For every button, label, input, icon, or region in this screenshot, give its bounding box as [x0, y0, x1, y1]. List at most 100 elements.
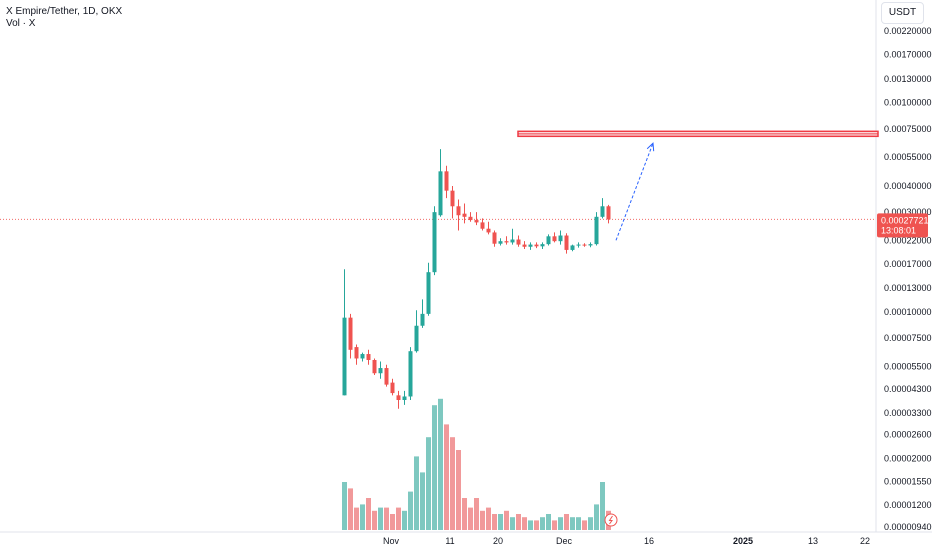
candle-body [372, 360, 377, 374]
y-tick-label: 0.00005500 [884, 361, 932, 371]
x-tick-label: Dec [556, 536, 573, 546]
volume-bar [570, 517, 575, 530]
x-tick-label: 11 [445, 536, 454, 546]
volume-bar [366, 498, 371, 530]
y-tick-label: 0.00004300 [884, 384, 932, 394]
candle-body [594, 216, 599, 245]
volume-bar [504, 510, 509, 530]
volume-bar [444, 424, 449, 530]
candle-body [552, 236, 557, 242]
volume-bar [342, 482, 347, 530]
candle-body [462, 213, 467, 217]
volume-bar [522, 517, 527, 530]
volume-bar [582, 520, 587, 530]
volume-bar [348, 488, 353, 530]
bar-countdown: 13:08:01 [881, 225, 916, 235]
candle-body [414, 325, 419, 352]
y-tick-label: 0.00013000 [884, 283, 932, 293]
volume-bar [588, 517, 593, 530]
candle-body [396, 395, 401, 400]
y-tick-label: 0.00075000 [884, 124, 932, 134]
volume-bar [492, 514, 497, 530]
candle-body [516, 239, 521, 245]
candle-body [582, 244, 587, 246]
x-tick-label: Nov [383, 536, 400, 546]
volume-bar [552, 520, 557, 530]
candle-body [606, 206, 611, 220]
volume-bar [564, 514, 569, 530]
y-tick-label: 0.00040000 [884, 181, 932, 191]
candle-body [426, 272, 431, 314]
candle-body [540, 244, 545, 247]
volume-bar [516, 514, 521, 530]
x-tick-label: 13 [808, 536, 818, 546]
candle-body [444, 171, 449, 191]
volume-bar [438, 398, 443, 530]
candle-body [570, 245, 575, 250]
y-tick-label: 0.00017000 [884, 259, 932, 269]
volume-bar [486, 507, 491, 530]
y-tick-label: 0.00007500 [884, 333, 932, 343]
current-price-value: 0.00027721 [881, 215, 929, 225]
volume-bar [402, 510, 407, 530]
y-tick-label: 0.00002600 [884, 430, 932, 440]
volume-bar [426, 437, 431, 530]
current-price-tag [877, 213, 928, 238]
volume-bar [480, 510, 485, 530]
volume-bar [384, 507, 389, 530]
symbol-title[interactable]: X Empire/Tether, 1D, OKX [6, 6, 123, 17]
projection-arrow[interactable] [615, 143, 654, 241]
volume-bar [558, 517, 563, 530]
x-tick-label: 22 [860, 536, 870, 546]
volume-bar [534, 520, 539, 530]
volume-bar [414, 456, 419, 530]
lightning-glyph [608, 515, 613, 525]
candle-body [360, 354, 365, 359]
candle-body [498, 241, 503, 244]
y-tick-label: 0.00130000 [884, 74, 932, 84]
candle-body [600, 206, 605, 217]
volume-bar [528, 520, 533, 530]
candle-body [504, 241, 509, 243]
x-tick-label: 2025 [733, 536, 753, 546]
volume-bar [510, 517, 515, 530]
volume-bar [360, 504, 365, 530]
x-tick-label: 16 [644, 536, 654, 546]
y-tick-label: 0.00055000 [884, 152, 932, 162]
candle-body [558, 235, 563, 242]
volume-bar [594, 504, 599, 530]
candle-body [402, 396, 407, 400]
candle-body [522, 244, 527, 247]
candle-body [456, 206, 461, 216]
candle-body [528, 244, 533, 247]
volume-bar [600, 482, 605, 530]
candle-body [390, 382, 395, 394]
candle-body [588, 244, 593, 246]
currency-selector[interactable]: USDT [881, 2, 924, 24]
chart-legend: X Empire/Tether, 1D, OKX Vol · X [6, 6, 122, 30]
y-tick-label: 0.00000940 [884, 522, 932, 532]
volume-bar [456, 450, 461, 530]
volume-bar [420, 472, 425, 530]
volume-bar [354, 507, 359, 530]
volume-bar [372, 510, 377, 530]
volume-bar [390, 514, 395, 530]
y-tick-label: 0.00170000 [884, 49, 932, 59]
candle-body [534, 244, 539, 247]
y-tick-label: 0.00022000 [884, 235, 932, 245]
candle-body [378, 368, 383, 374]
volume-bar [432, 405, 437, 530]
candle-body [492, 232, 497, 244]
volume-bar [408, 491, 413, 530]
volume-bar [450, 437, 455, 530]
candle-body [438, 171, 443, 216]
volume-bar [396, 507, 401, 530]
y-tick-label: 0.00003300 [884, 408, 932, 418]
candle-body [342, 317, 347, 396]
volume-bar [378, 507, 383, 530]
volume-bar [546, 514, 551, 530]
candle-body [486, 228, 491, 233]
candle-body [450, 190, 455, 207]
